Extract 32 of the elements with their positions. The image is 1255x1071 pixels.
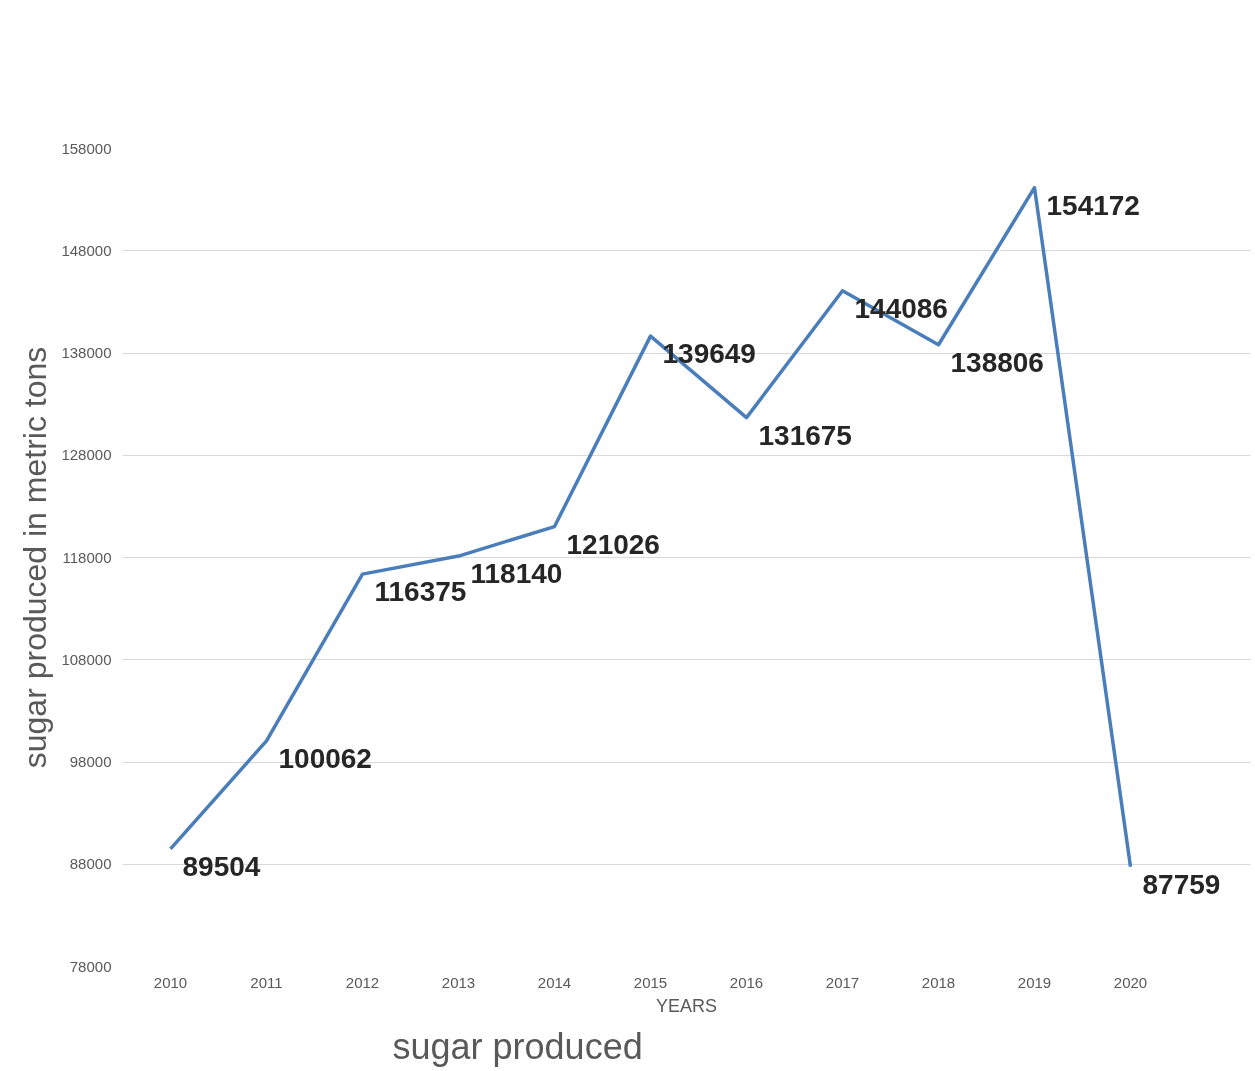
y-tick-label: 158000 [61,139,112,157]
data-label: 89504 [182,850,261,882]
data-label: 131675 [758,419,852,451]
y-tick-label: 98000 [69,753,112,770]
y-tick-label: 138000 [61,344,112,361]
x-tick-label: 2011 [250,973,283,991]
data-label: 118140 [470,558,563,590]
y-tick-label: 108000 [61,650,112,668]
x-tick-label: 2019 [1017,973,1052,991]
x-tick-label: 2018 [921,973,956,991]
x-tick-label: 2013 [441,973,476,991]
y-tick-label: 118000 [62,548,112,566]
data-label: 116375 [374,576,467,608]
x-tick-label: 2016 [729,973,764,991]
x-tick-label: 2017 [825,973,860,991]
text: sugar produced [392,1025,643,1067]
data-label: 138806 [950,346,1044,378]
y-tick-label: 88000 [69,855,112,873]
data-label: 154172 [1046,189,1140,221]
x-tick-label: 2010 [153,973,188,991]
data-label: 121026 [566,528,660,560]
y-tick-label: 128000 [61,446,112,464]
x-tick-label: 2014 [537,973,572,991]
data-label: 87759 [1142,868,1221,900]
y-tick-label: 148000 [61,241,112,259]
y-axis-title: sugar produced in metric tons [17,346,54,769]
y-tick-label: 78000 [69,957,112,975]
data-label: 100062 [278,742,372,774]
x-tick-label: 2012 [345,973,380,991]
x-tick-label: 2015 [633,973,668,991]
x-tick-label: 2020 [1113,973,1148,991]
x-axis-title: YEARS [655,995,718,1016]
